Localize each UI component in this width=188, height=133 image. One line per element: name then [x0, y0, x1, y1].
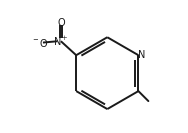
Text: O: O [57, 18, 65, 28]
Text: N$^+$: N$^+$ [53, 35, 69, 48]
Text: N: N [138, 49, 146, 60]
Text: $^-$O: $^-$O [31, 37, 49, 49]
